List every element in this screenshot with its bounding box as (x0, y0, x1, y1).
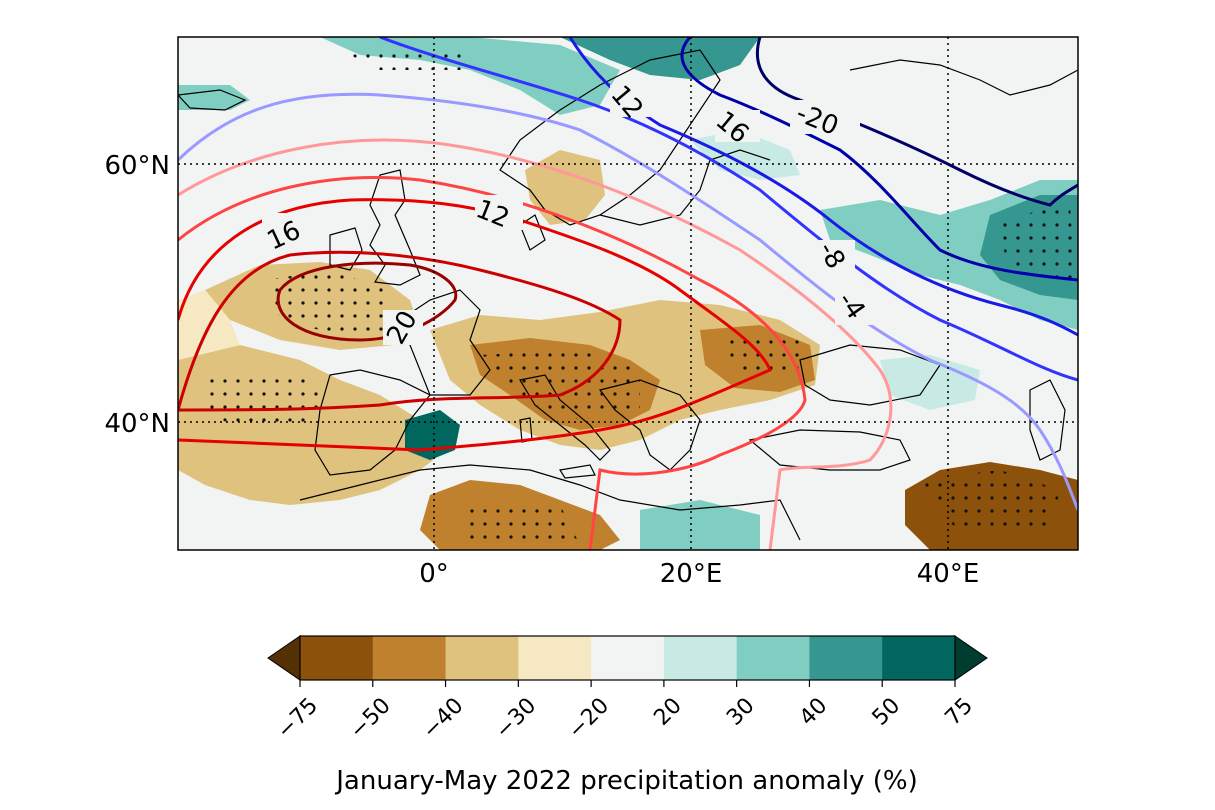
colorbar-cell (372, 636, 447, 680)
colorbar-under-triangle (267, 635, 301, 681)
colorbar-cell (882, 636, 956, 680)
coast-north-russia (849, 59, 1078, 96)
lon-label-40e: 40°E (917, 559, 980, 589)
coast-caspian (1029, 379, 1066, 461)
wet-anomaly-baltic (690, 130, 800, 180)
lon-label-0: 0° (419, 559, 449, 589)
colorbar-over-triangle (954, 635, 988, 681)
coast-ireland (329, 227, 363, 271)
height-contours (178, 37, 1078, 550)
coast-scandinavia (499, 49, 721, 226)
coast-italy (519, 374, 611, 461)
contour-pos-20 (276, 261, 458, 342)
wet-anomaly-north-atlantic (178, 85, 250, 110)
map-frame (177, 36, 1079, 551)
colorbar-tick-label: 50 (868, 693, 905, 730)
contour-neg-8 (379, 37, 1078, 382)
coast-north-africa (299, 464, 801, 541)
colorbar-cell (663, 636, 738, 680)
contour-neg-4 (178, 92, 1078, 511)
coast-baltic (599, 149, 771, 226)
colorbar-tick-label: 75 (941, 693, 978, 730)
colorbar-ticks: −75 −50 −40 −30 −20 20 30 40 50 75 (272, 680, 978, 744)
coast-denmark (519, 214, 546, 251)
colorbar-tick-label: −30 (491, 693, 542, 744)
colorbar-tick-label: 40 (795, 693, 832, 730)
colorbar-tick-label: −75 (272, 693, 323, 744)
coast-france (399, 289, 491, 396)
contour-neg-16 (680, 37, 1078, 282)
coast-sicily (559, 464, 596, 479)
map-panel: -20 16 12 -8 -4 16 12 20 60°N (104, 36, 1079, 589)
coast-balkans-greece (598, 379, 701, 471)
wet-anomaly-black-sea (880, 355, 980, 410)
coast-iceland-fragment (178, 89, 247, 111)
gridlines (178, 37, 1078, 550)
contour-pos-8 (178, 176, 807, 550)
lat-label-40: 40°N (104, 409, 170, 439)
lat-label-60: 60°N (104, 151, 170, 181)
lat-tick-labels: 60°N 40°N (104, 151, 170, 439)
colorbar-cell (591, 636, 665, 680)
contour-pos-16 (178, 250, 622, 412)
contour-pos-4 (178, 138, 893, 550)
colorbar-tick-label: −50 (345, 693, 396, 744)
colorbar-label: January-May 2022 precipitation anomaly (… (334, 766, 917, 796)
colorbar-tick-label: −20 (564, 693, 615, 744)
coast-black-sea (799, 344, 941, 406)
colorbar-tick-label: 20 (649, 693, 686, 730)
colorbar-tick-label: −40 (418, 693, 469, 744)
lon-tick-labels: 0° 20°E 40°E (419, 559, 979, 589)
colorbar-cells (300, 636, 956, 680)
wet-anomaly-north-africa-east (640, 500, 760, 550)
colorbar-cell (809, 636, 883, 680)
colorbar: −75 −50 −40 −30 −20 20 30 40 50 75 January-May 20… (267, 635, 988, 796)
contour-neg-20 (755, 37, 1078, 207)
lon-label-20e: 20°E (660, 559, 723, 589)
contour-pos-12 (178, 198, 772, 452)
colorbar-tick-label: 30 (722, 693, 759, 730)
significance-stippling (205, 45, 1075, 548)
colorbar-cell (300, 636, 374, 680)
colorbar-cell (518, 636, 592, 680)
colorbar-cell (736, 636, 810, 680)
colorbar-frame (299, 635, 956, 681)
colorbar-cell (445, 636, 519, 680)
dry-anomaly-sweden (525, 150, 605, 225)
